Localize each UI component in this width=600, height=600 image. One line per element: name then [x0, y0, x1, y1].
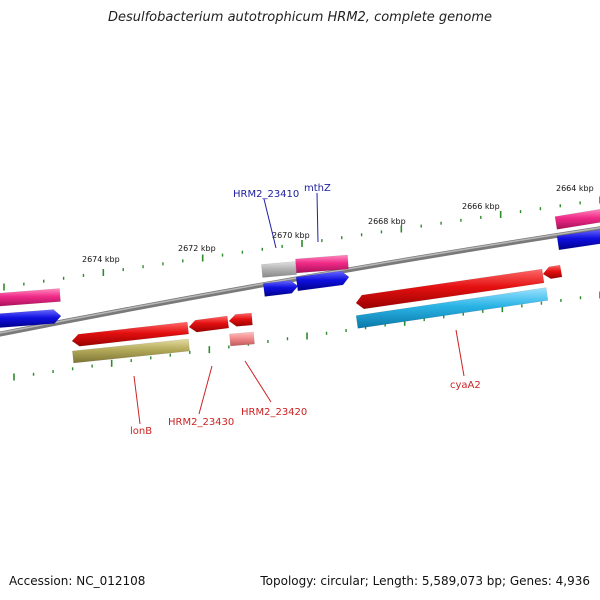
feature-pink-left[interactable] [0, 288, 61, 307]
feature-pink-mthz[interactable] [295, 254, 349, 274]
tick-label: 2668 kbp [368, 217, 406, 226]
feature-red-lonb[interactable] [71, 321, 189, 347]
tick-label: 2664 kbp [556, 184, 594, 193]
tick-label: 2672 kbp [178, 244, 216, 253]
label-leaders [133, 192, 465, 425]
tick-label: 2674 kbp [82, 255, 120, 264]
outer-tick-row [3, 196, 600, 291]
gene-label-lonb[interactable]: lonB [130, 426, 152, 437]
feature-pink-right[interactable] [554, 208, 600, 230]
gene-label-hrm2-23430[interactable]: HRM2_23430 [168, 417, 234, 428]
leader-hrm2-23410 [263, 198, 277, 249]
genome-summary-text: Topology: circular; Length: 5,589,073 bp… [260, 574, 590, 588]
position-ticks: 2674 kbp 2672 kbp 2670 kbp 2668 kbp 2666 kbp… [3, 184, 600, 381]
accession-text: Accession: NC_012108 [9, 574, 146, 588]
leader-hrm2-23420 [244, 360, 272, 403]
feature-olive-lonb[interactable] [72, 338, 190, 364]
feature-blue-mthz[interactable] [295, 270, 350, 292]
feature-red-hrm2-23430[interactable] [188, 315, 230, 333]
feature-blue-hrm2-23410[interactable] [262, 280, 299, 297]
feature-cyan-cyaa2[interactable] [355, 287, 549, 329]
inner-tick-row [13, 291, 600, 381]
gene-label-hrm2-23410[interactable]: HRM2_23410 [233, 189, 299, 200]
feature-blue-left[interactable] [0, 309, 62, 329]
feature-red-small-right[interactable] [542, 264, 563, 280]
leader-lonb [133, 375, 141, 425]
feature-red-hrm2-23420[interactable] [228, 312, 253, 327]
feature-blue-right[interactable] [556, 229, 600, 251]
feature-salmon-hrm2-23420[interactable] [229, 331, 255, 347]
leader-hrm2-23430 [198, 365, 213, 415]
feature-red-cyaa2[interactable] [355, 268, 545, 310]
tick-label: 2666 kbp [462, 202, 500, 211]
genome-title: Desulfobacterium autotrophicum HRM2, com… [107, 10, 493, 25]
leader-cyaa2 [455, 329, 465, 377]
feature-grey-hrm2-23410[interactable] [261, 261, 297, 278]
gene-features [0, 208, 600, 364]
gene-label-mthz[interactable]: mthZ [304, 183, 331, 194]
gene-label-cyaa2[interactable]: cyaA2 [450, 380, 481, 391]
gene-label-hrm2-23420[interactable]: HRM2_23420 [241, 407, 307, 418]
leader-mthz [316, 192, 319, 243]
tick-label: 2670 kbp [272, 231, 310, 240]
